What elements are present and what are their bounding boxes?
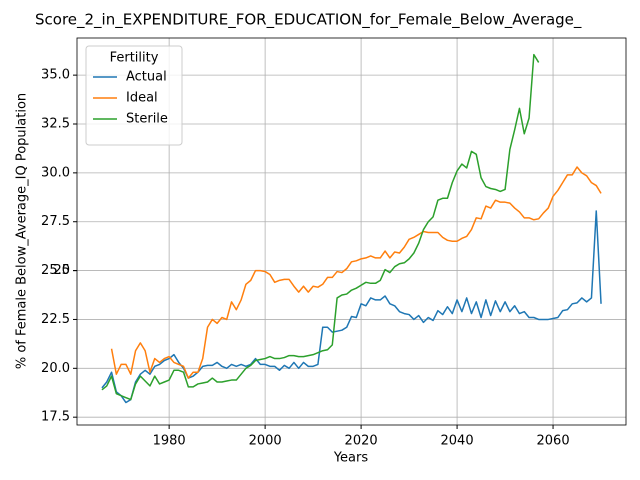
- chart-title: Score_2_in_EXPENDITURE_FOR_EDUCATION_for…: [35, 11, 582, 30]
- series-line: [101, 53, 540, 401]
- x-tick-label: 1980: [153, 434, 186, 449]
- legend-label: Sterile: [126, 112, 168, 127]
- y-tick-label: 25.0: [41, 263, 70, 278]
- x-axis-label: Years: [333, 451, 369, 466]
- series-line: [110, 166, 602, 379]
- legend-label: Actual: [126, 70, 167, 85]
- y-tick-label: 30.0: [41, 165, 70, 180]
- y-tick-label: 20.0: [41, 361, 70, 376]
- legend-box: [85, 45, 183, 146]
- y-tick-label: 27.5: [41, 214, 70, 229]
- legend-label: Ideal: [126, 91, 158, 106]
- y-tick-label: 25: [53, 263, 70, 278]
- y-axis-label: % of Female Below_Average_IQ Population: [15, 93, 30, 369]
- x-tick-label: 2060: [537, 434, 570, 449]
- y-tick-label: 32.5: [41, 117, 70, 132]
- y-tick-label: 17.5: [41, 410, 70, 425]
- x-tick-label: 2040: [441, 434, 474, 449]
- y-tick-label: 22.5: [41, 312, 70, 327]
- legend-title: Fertility: [110, 51, 159, 66]
- plot-frame: [76, 37, 627, 426]
- x-tick-label: 2000: [249, 434, 282, 449]
- series-line: [101, 210, 602, 404]
- x-tick-label: 2020: [345, 434, 378, 449]
- y-tick-label: 35.0: [41, 68, 70, 83]
